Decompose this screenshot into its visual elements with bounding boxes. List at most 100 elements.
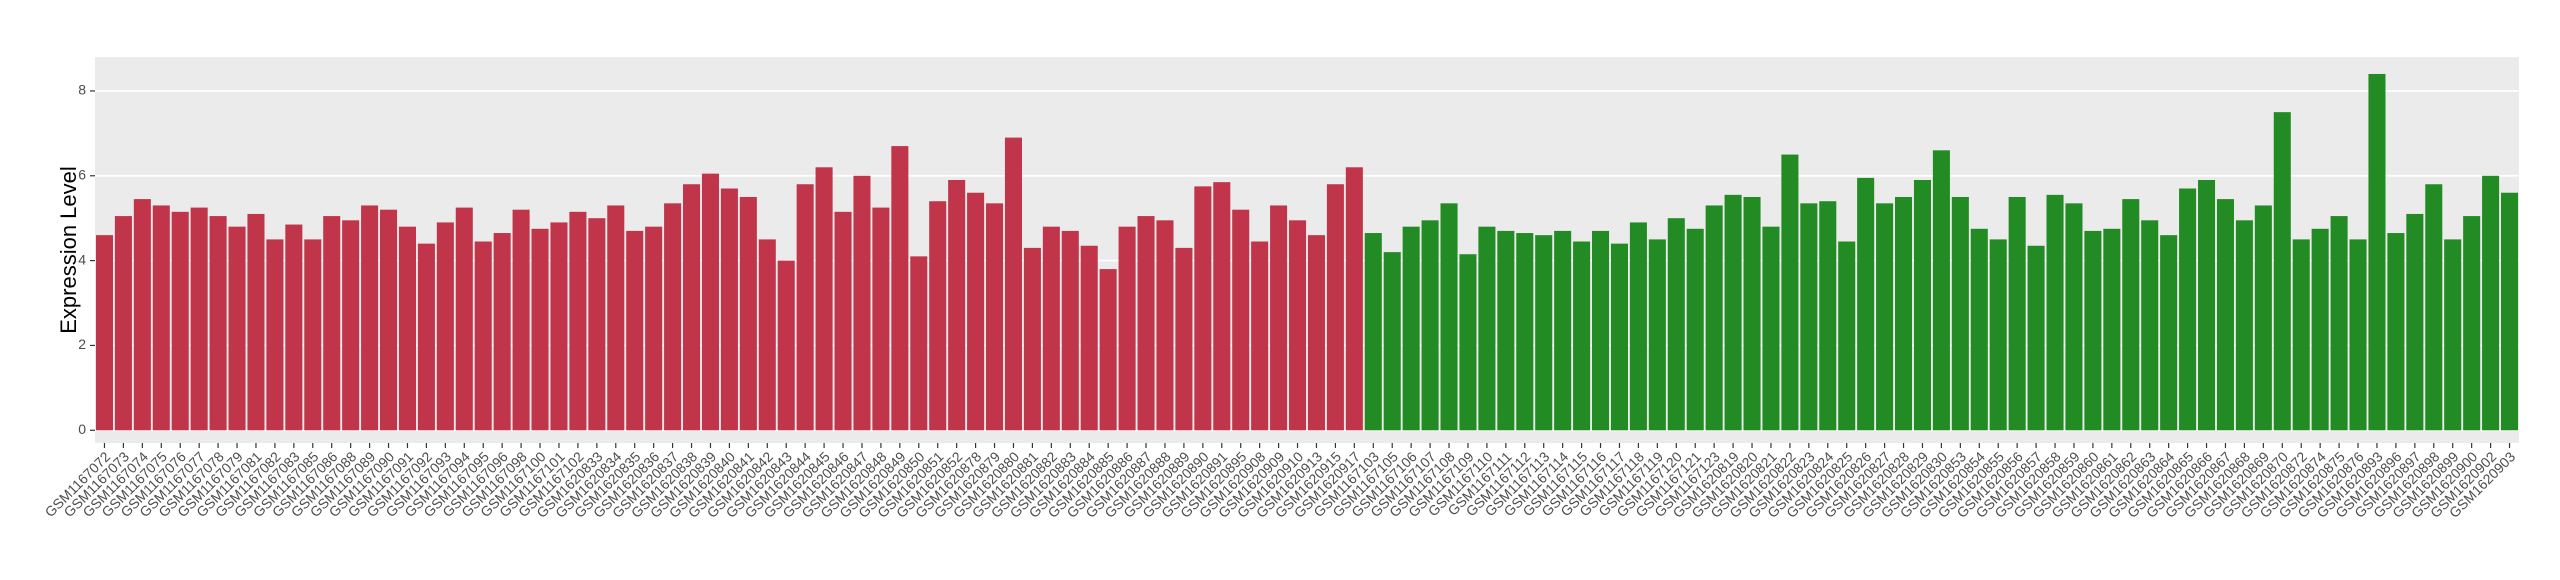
bar — [1781, 154, 1799, 431]
bar — [1970, 228, 1988, 431]
bar — [114, 216, 132, 431]
bar — [607, 205, 625, 431]
bar — [2065, 203, 2083, 431]
bar — [550, 222, 568, 431]
bar — [266, 239, 284, 431]
bar — [1876, 203, 1894, 431]
bar — [171, 211, 189, 431]
bar — [2349, 239, 2367, 431]
bar — [1724, 194, 1742, 431]
bar — [2046, 194, 2064, 431]
bar — [436, 222, 454, 431]
bar — [1232, 209, 1250, 431]
bar — [1421, 220, 1439, 431]
bar — [1402, 226, 1420, 431]
bar — [834, 211, 852, 431]
bar — [1951, 196, 1969, 431]
bar — [304, 239, 322, 431]
bar — [2179, 188, 2197, 431]
bar — [1099, 269, 1117, 431]
bar — [664, 203, 682, 431]
bar — [1289, 220, 1307, 431]
bar — [228, 226, 246, 431]
bar — [1497, 230, 1515, 431]
bar — [1743, 196, 1761, 431]
bar — [95, 235, 113, 431]
bar — [2027, 245, 2045, 431]
bar — [1118, 226, 1136, 431]
bar — [1459, 254, 1477, 431]
bar — [986, 203, 1004, 431]
bar — [1326, 184, 1344, 431]
bar — [1554, 230, 1572, 431]
bar — [1061, 230, 1079, 431]
bar — [1610, 243, 1628, 431]
bar — [683, 184, 701, 431]
y-tick-label: 6 — [78, 166, 86, 182]
bar — [2311, 228, 2329, 431]
y-tick-label: 2 — [78, 336, 86, 352]
bar — [380, 209, 398, 431]
bar — [285, 224, 303, 431]
bar — [455, 207, 473, 431]
bar — [2103, 228, 2121, 431]
bar — [531, 228, 549, 431]
bar — [1686, 228, 1704, 431]
bar — [929, 201, 947, 431]
bar — [1042, 226, 1060, 431]
bar — [1156, 220, 1174, 431]
y-tick-label: 8 — [78, 82, 86, 98]
bar — [2368, 73, 2386, 431]
bar — [1516, 233, 1534, 431]
bar — [2425, 184, 2443, 431]
bar — [1762, 226, 1780, 431]
bar — [2387, 233, 2405, 431]
bar — [2008, 196, 2026, 431]
bar — [2292, 239, 2310, 431]
bar — [967, 192, 985, 431]
bar — [853, 175, 871, 431]
bar — [1175, 247, 1193, 431]
bar — [1667, 218, 1685, 431]
bar — [2084, 230, 2102, 431]
bar — [1023, 247, 1041, 431]
bar — [758, 239, 776, 431]
bar — [2141, 220, 2159, 431]
bar — [815, 167, 833, 431]
bar — [1932, 150, 1950, 431]
bar — [1345, 167, 1363, 431]
bar — [342, 220, 360, 431]
bar — [720, 188, 738, 431]
bar — [872, 207, 890, 431]
bar — [1800, 203, 1818, 431]
bar — [190, 207, 208, 431]
bar — [1080, 245, 1098, 431]
bar — [323, 216, 341, 431]
bar — [2463, 216, 2481, 431]
bar — [2273, 112, 2291, 431]
bar — [645, 226, 663, 431]
bar — [2330, 216, 2348, 431]
bar — [1629, 222, 1647, 431]
bar — [2122, 199, 2140, 431]
bar — [1705, 205, 1723, 431]
bar — [512, 209, 530, 431]
bar — [209, 216, 227, 431]
y-axis-label: Expression Level — [56, 166, 81, 334]
bar — [1137, 216, 1155, 431]
bar — [152, 205, 170, 431]
bar — [2160, 235, 2178, 431]
bar — [1383, 252, 1401, 431]
bar — [1364, 233, 1382, 431]
bar — [2406, 213, 2424, 431]
bar — [1857, 177, 1875, 431]
bar — [1440, 203, 1458, 431]
bar — [910, 256, 928, 431]
bar — [2501, 192, 2519, 431]
bar — [777, 260, 795, 431]
bar — [1895, 196, 1913, 431]
bar — [1194, 186, 1212, 431]
bar — [1819, 201, 1837, 431]
bar — [2235, 220, 2253, 431]
bar — [361, 205, 379, 431]
